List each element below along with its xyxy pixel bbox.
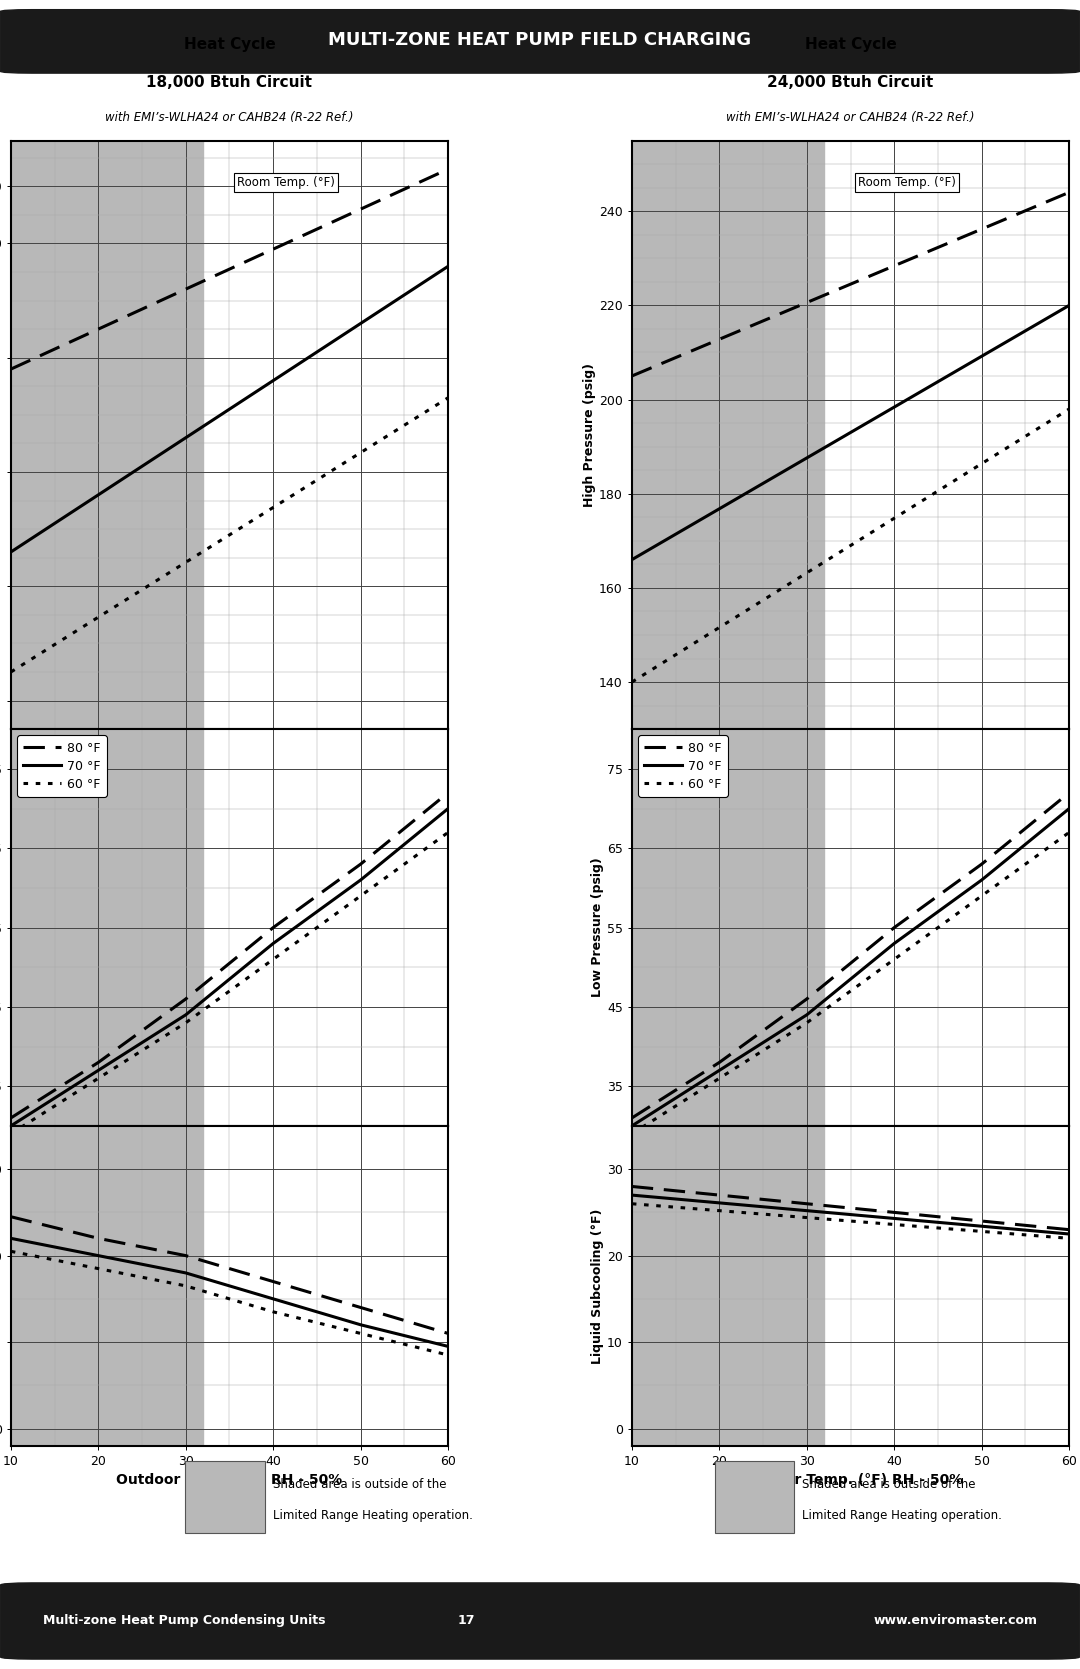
FancyBboxPatch shape: [0, 10, 1080, 73]
Text: Room Temp. (°F): Room Temp. (°F): [859, 175, 956, 189]
Text: with EMI’s-WLHA24 or CAHB24 (R-22 Ref.): with EMI’s-WLHA24 or CAHB24 (R-22 Ref.): [105, 110, 354, 124]
Text: Shaded area is outside of the: Shaded area is outside of the: [273, 1479, 447, 1492]
Text: Multi-zone Heat Pump Condensing Units: Multi-zone Heat Pump Condensing Units: [42, 1614, 325, 1627]
Bar: [632, 1127, 824, 1445]
Text: 18,000 Btuh Circuit: 18,000 Btuh Circuit: [147, 75, 312, 90]
X-axis label: Outdoor Temp. (°F) RH - 50%: Outdoor Temp. (°F) RH - 50%: [738, 1474, 963, 1487]
Bar: [632, 140, 824, 729]
Bar: [632, 729, 824, 1127]
Text: MULTI-ZONE HEAT PUMP FIELD CHARGING: MULTI-ZONE HEAT PUMP FIELD CHARGING: [328, 32, 752, 48]
Bar: [715, 1462, 794, 1532]
Text: 24,000 Btuh Circuit: 24,000 Btuh Circuit: [768, 75, 933, 90]
Text: Shaded area is outside of the: Shaded area is outside of the: [802, 1479, 976, 1492]
Text: with EMI’s-WLHA24 or CAHB24 (R-22 Ref.): with EMI’s-WLHA24 or CAHB24 (R-22 Ref.): [726, 110, 975, 124]
Text: Room Temp. (°F): Room Temp. (°F): [238, 175, 335, 189]
Text: www.enviromaster.com: www.enviromaster.com: [874, 1614, 1038, 1627]
Text: Limited Range Heating operation.: Limited Range Heating operation.: [802, 1509, 1002, 1522]
Text: Limited Range Heating operation.: Limited Range Heating operation.: [273, 1509, 473, 1522]
Text: 17: 17: [457, 1614, 475, 1627]
Text: Heat Cycle: Heat Cycle: [805, 37, 896, 52]
Text: Heat Cycle: Heat Cycle: [184, 37, 275, 52]
X-axis label: Outdoor Temp. (°F) RH - 50%: Outdoor Temp. (°F) RH - 50%: [117, 1474, 342, 1487]
Bar: [11, 729, 203, 1127]
Y-axis label: High Pressure (psig): High Pressure (psig): [583, 362, 596, 507]
FancyBboxPatch shape: [0, 1582, 1080, 1659]
Legend: 80 °F, 70 °F, 60 °F: 80 °F, 70 °F, 60 °F: [17, 736, 107, 798]
Y-axis label: Low Pressure (psig): Low Pressure (psig): [591, 858, 604, 998]
Legend: 80 °F, 70 °F, 60 °F: 80 °F, 70 °F, 60 °F: [638, 736, 728, 798]
Bar: [11, 140, 203, 729]
Bar: [11, 1127, 203, 1445]
Bar: [186, 1462, 265, 1532]
Y-axis label: Liquid Subcooling (°F): Liquid Subcooling (°F): [591, 1208, 604, 1364]
